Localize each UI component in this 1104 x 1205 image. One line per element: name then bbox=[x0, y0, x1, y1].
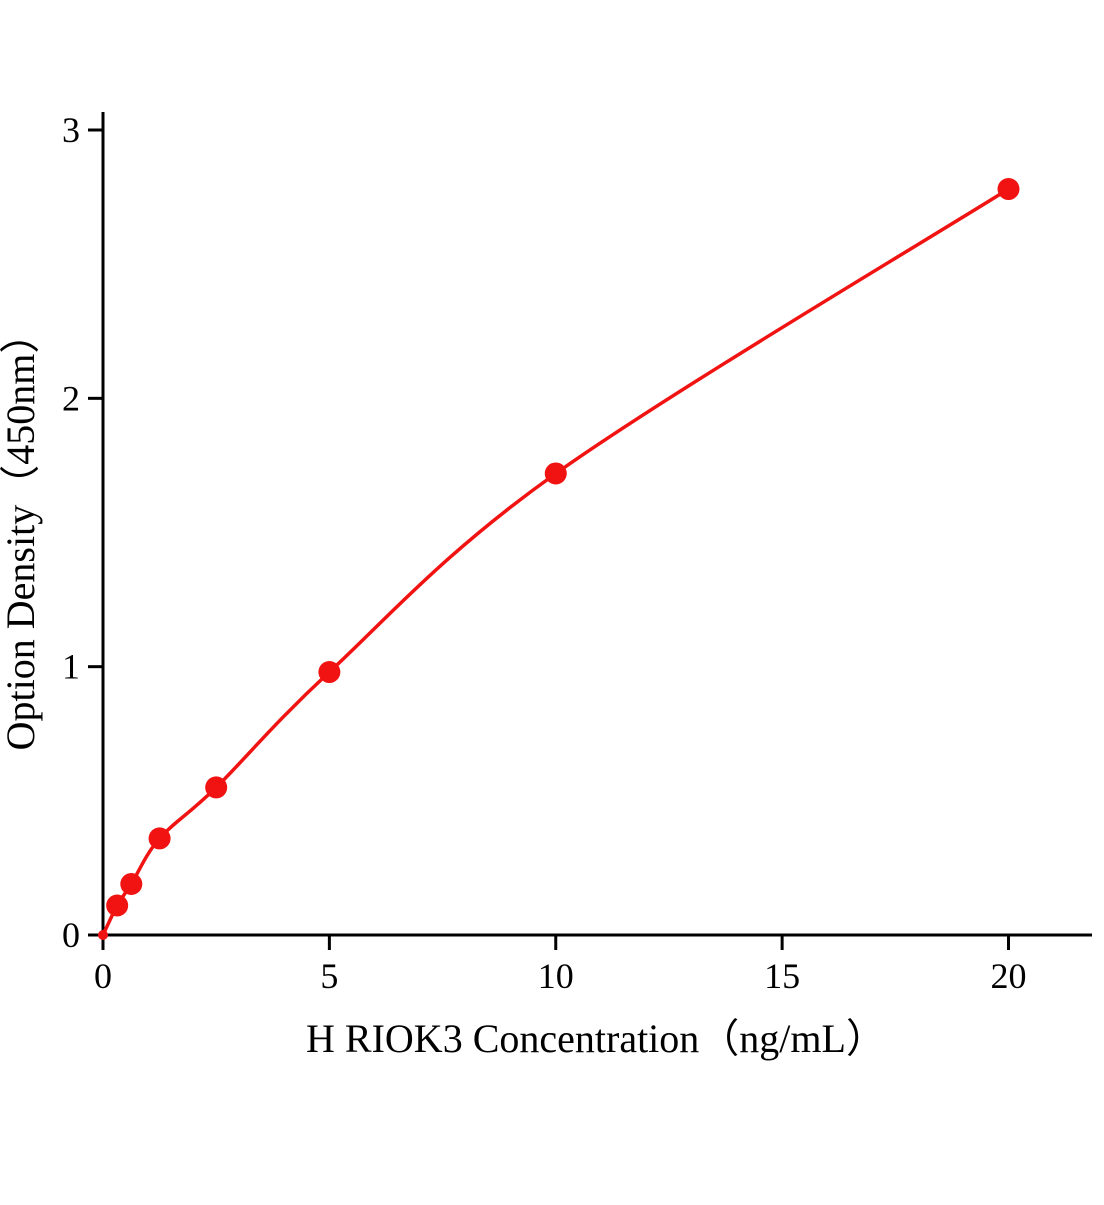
x-axis-title: H RIOK3 Concentration（ng/mL） bbox=[306, 1016, 886, 1061]
y-tick-label: 0 bbox=[62, 915, 80, 955]
data-point-marker bbox=[318, 661, 341, 684]
data-point-marker bbox=[148, 827, 171, 850]
data-point-marker bbox=[98, 930, 108, 940]
y-axis-title: Option Density（450nm） bbox=[0, 314, 43, 751]
plot-layer bbox=[98, 178, 1020, 940]
y-tick-label: 1 bbox=[62, 647, 80, 687]
data-point-marker bbox=[106, 894, 129, 917]
curve-path bbox=[101, 187, 1011, 937]
x-tick-label: 0 bbox=[94, 956, 112, 996]
axes-layer: 0 5 10 15 20 0 1 2 3 bbox=[62, 110, 1092, 996]
data-point-marker bbox=[205, 776, 228, 799]
data-point-marker bbox=[120, 873, 143, 896]
x-tick-label: 20 bbox=[991, 956, 1027, 996]
data-point-marker bbox=[544, 462, 567, 485]
x-tick-label: 15 bbox=[764, 956, 800, 996]
x-tick-label: 5 bbox=[320, 956, 338, 996]
y-tick-label: 2 bbox=[62, 378, 80, 418]
y-tick-label: 3 bbox=[62, 110, 80, 150]
data-point-marker bbox=[997, 178, 1020, 201]
x-tick-label: 10 bbox=[538, 956, 574, 996]
